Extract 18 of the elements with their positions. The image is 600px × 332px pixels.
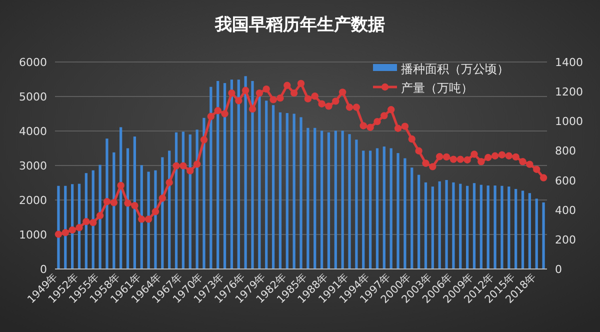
- y-tick-label: 4000: [19, 125, 47, 138]
- y-tick-label: 1000: [19, 228, 47, 242]
- y2-tick-label: 1200: [555, 86, 583, 99]
- y2-tick-label: 400: [555, 204, 576, 217]
- y2-tick-label: 600: [555, 174, 576, 188]
- y2-tick-label: 0: [555, 263, 562, 276]
- y-tick-label: 0: [40, 263, 47, 276]
- y-tick-label: 5000: [19, 90, 47, 104]
- legend-label: 产量（万吨）: [401, 81, 473, 95]
- y2-tick-label: 200: [555, 233, 576, 246]
- y2-tick-label: 800: [555, 144, 576, 158]
- y-tick-label: 3000: [19, 160, 47, 172]
- chart-title: 我国早稻历年生产数据: [214, 15, 385, 35]
- y2-tick-label: 1000: [555, 115, 583, 128]
- y-tick-label: 6000: [19, 56, 47, 69]
- legend-label: 播种面积（万公顷）: [401, 62, 509, 76]
- y2-tick-label: 1400: [555, 56, 583, 69]
- y-tick-label: 2000: [19, 194, 47, 207]
